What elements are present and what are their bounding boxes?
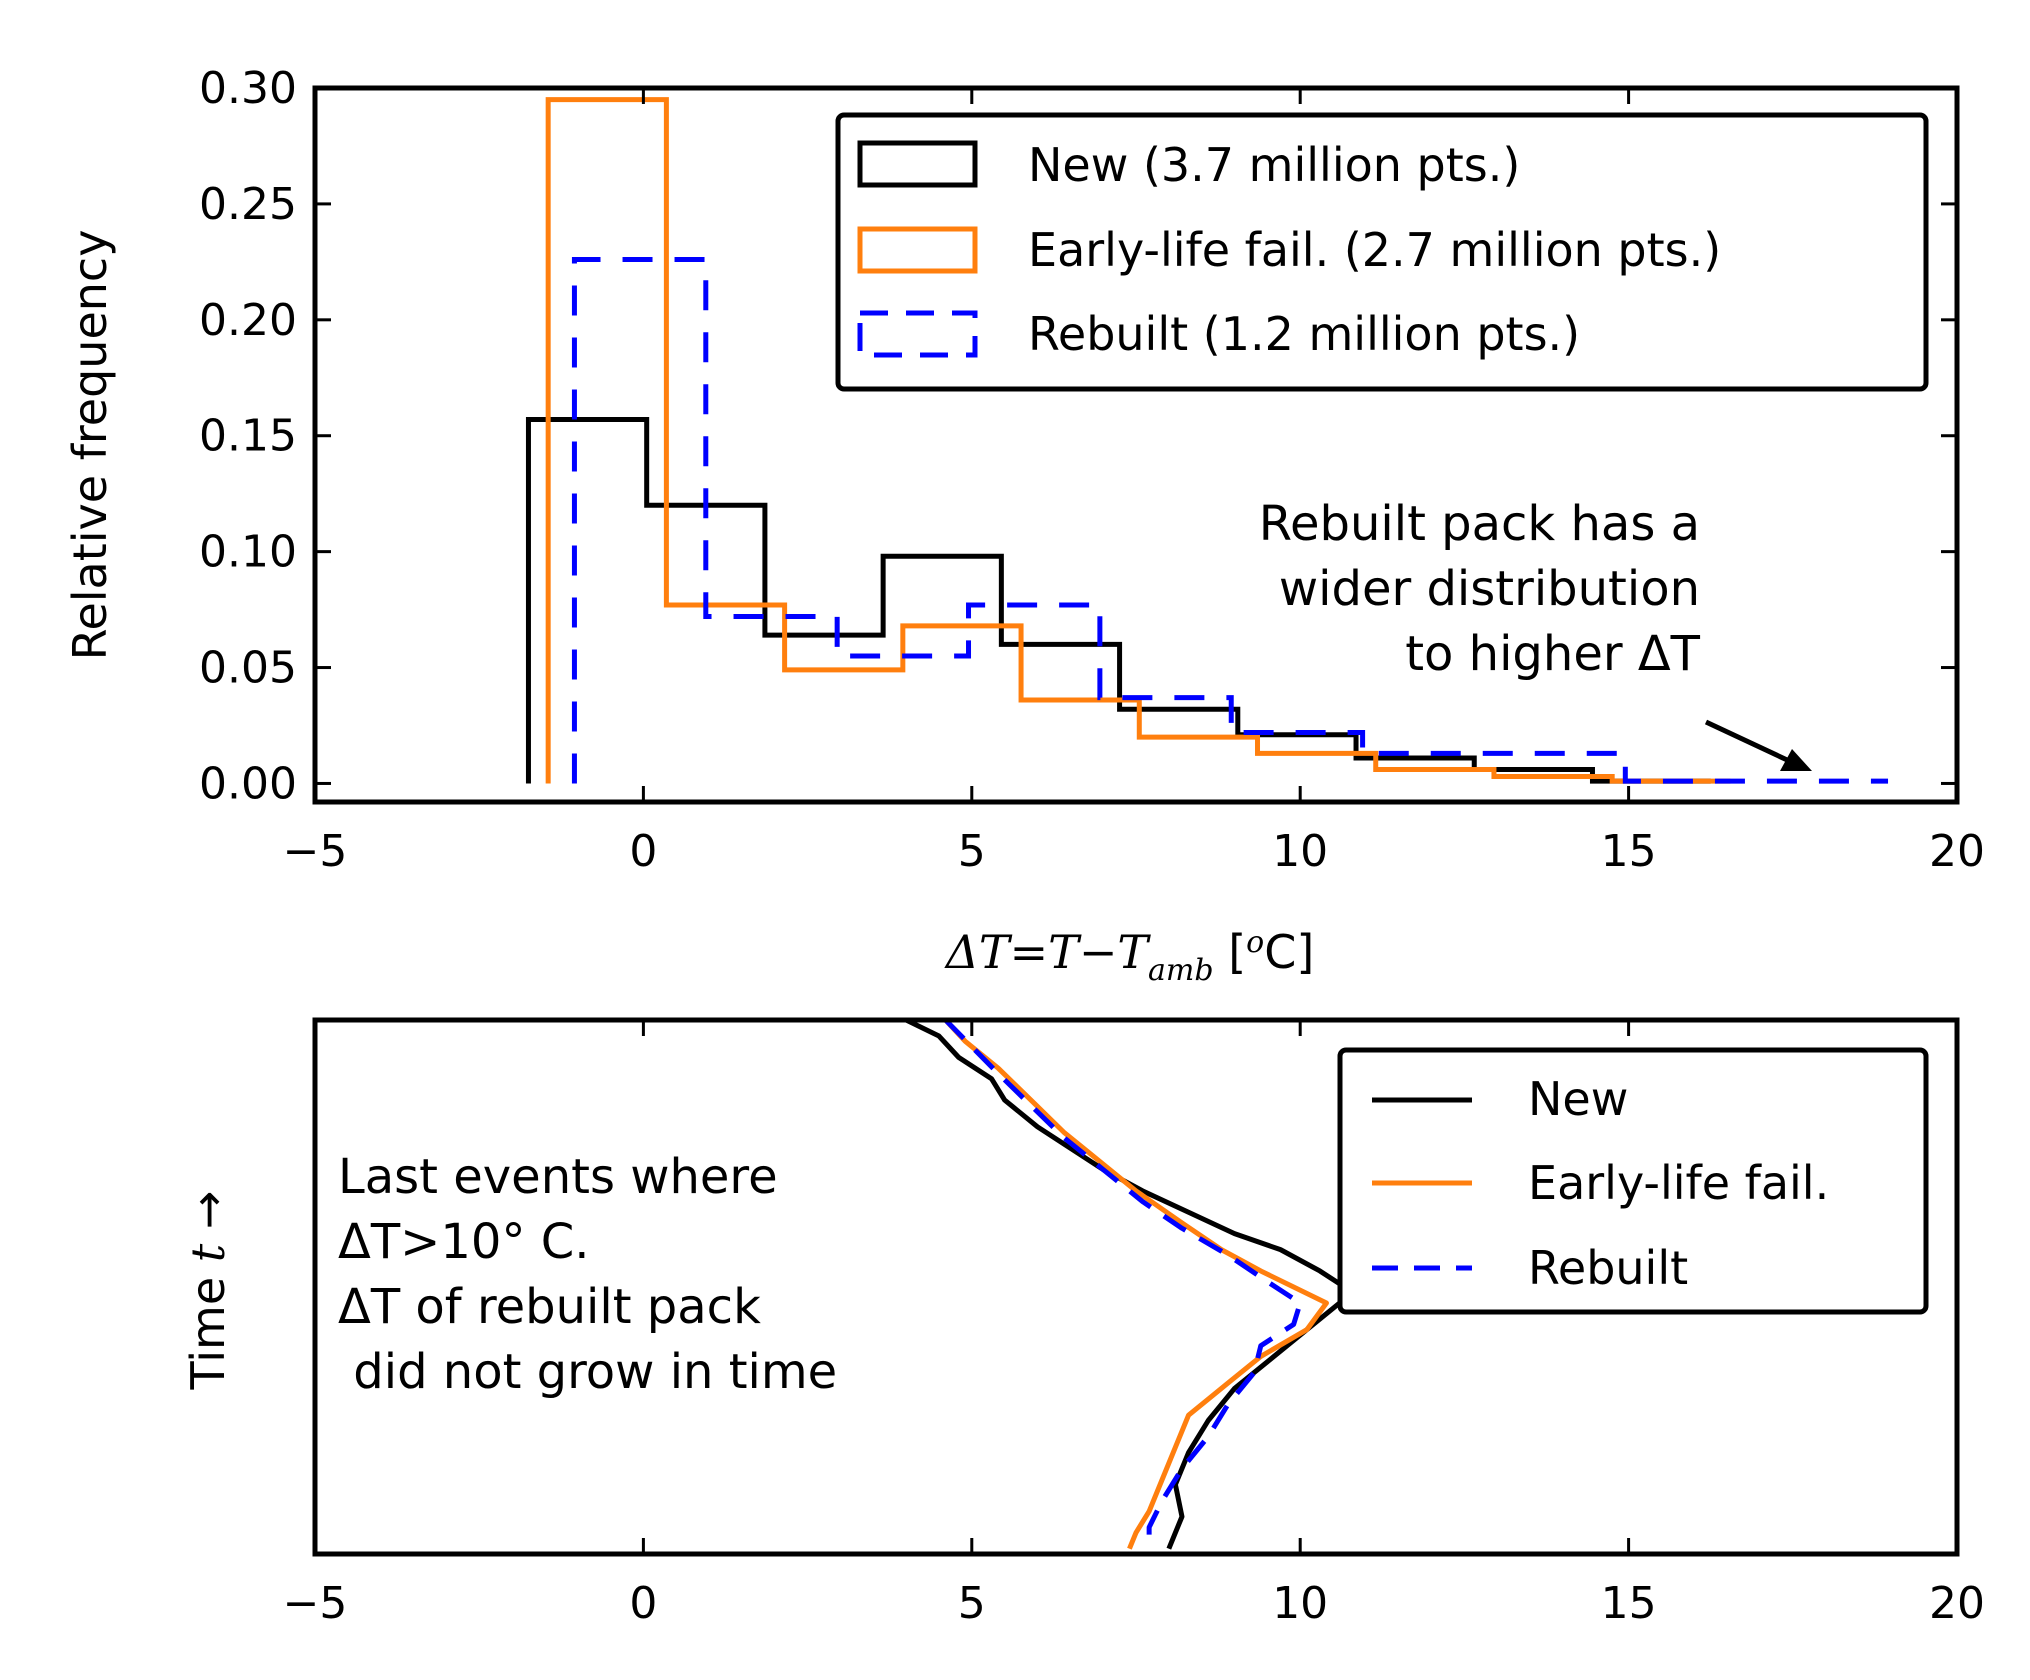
legend-label-rebuilt: Rebuilt (1.2 million pts.) bbox=[1028, 307, 1580, 361]
histogram-xtick-label: 10 bbox=[1272, 826, 1328, 877]
legend2-label-new: New bbox=[1528, 1072, 1628, 1126]
annotation-line-3: to higher ΔT bbox=[1405, 626, 1700, 682]
timeline-annotation: Last events where ΔT>10° C. ΔT of rebuil… bbox=[338, 1149, 837, 1400]
timeline-panel: −5 0 5 10 15 20 Time t → New Early-life fail.… bbox=[181, 1017, 1985, 1629]
histogram-xlabel: ΔT=T−Tamb [oC] bbox=[944, 925, 1315, 988]
timeline-series-rebuilt bbox=[943, 1018, 1303, 1549]
annotation-arrow-shaft bbox=[1704, 719, 1802, 769]
legend-swatch-early bbox=[857, 226, 978, 274]
timeline-xtick-label: 10 bbox=[1272, 1578, 1328, 1629]
histogram-xtick-label: 0 bbox=[629, 826, 657, 877]
annotation-arrow-head bbox=[1780, 749, 1812, 771]
histogram-ticks: −5 0 5 10 15 20 0.00 0.05 0.10 0.15 0.20 0.25 0.30 bbox=[199, 63, 1985, 877]
timeline-xtick-label: 5 bbox=[958, 1578, 986, 1629]
annotation-line-1: Rebuilt pack has a bbox=[1259, 496, 1700, 552]
histogram-annotation: Rebuilt pack has a wider distribution to… bbox=[1259, 496, 1812, 771]
histogram-xtick-label: 5 bbox=[958, 826, 986, 877]
legend2-label-rebuilt: Rebuilt bbox=[1528, 1241, 1688, 1295]
legend-label-new: New (3.7 million pts.) bbox=[1028, 138, 1520, 192]
timeline-xtick-label: −5 bbox=[283, 1578, 348, 1629]
annotation-line-2: wider distribution bbox=[1279, 561, 1700, 617]
histogram-ytick-label: 0.25 bbox=[199, 179, 297, 230]
timeline-annot-line-1: Last events where bbox=[338, 1149, 778, 1205]
histogram-series-new bbox=[525, 417, 1711, 784]
timeline-xtick-label: 15 bbox=[1601, 1578, 1657, 1629]
timeline-xtick-label: 20 bbox=[1929, 1578, 1985, 1629]
legend-label-early: Early-life fail. (2.7 million pts.) bbox=[1028, 223, 1721, 277]
timeline-ticks: −5 0 5 10 15 20 bbox=[283, 1020, 1985, 1629]
timeline-annot-line-4: did not grow in time bbox=[338, 1344, 837, 1400]
histogram-ytick-label: 0.20 bbox=[199, 295, 297, 346]
histogram-ytick-label: 0.15 bbox=[199, 411, 297, 462]
timeline-annot-line-3: ΔT of rebuilt pack bbox=[338, 1279, 761, 1335]
timeline-series-new bbox=[905, 1017, 1356, 1550]
histogram-series bbox=[525, 97, 1889, 784]
legend-swatch-rebuilt bbox=[857, 310, 978, 358]
legend-swatch-new bbox=[857, 140, 978, 188]
legend2-label-early: Early-life fail. bbox=[1528, 1156, 1829, 1210]
histogram-xtick-label: 15 bbox=[1601, 826, 1657, 877]
timeline-xtick-label: 0 bbox=[629, 1578, 657, 1629]
histogram-panel: −5 0 5 10 15 20 0.00 0.05 0.10 0.15 0.20 0.25 0.30 R… bbox=[63, 63, 1985, 988]
histogram-xtick-label: 20 bbox=[1929, 826, 1985, 877]
histogram-legend: New (3.7 million pts.) Early-life fail. … bbox=[835, 112, 1929, 392]
timeline-legend-box bbox=[1337, 1047, 1929, 1315]
histogram-ytick-label: 0.10 bbox=[199, 527, 297, 578]
histogram-series-rebuilt bbox=[571, 257, 1889, 784]
histogram-legend-box bbox=[835, 112, 1929, 392]
timeline-plot-frame bbox=[312, 1017, 1960, 1557]
timeline-legend: New Early-life fail. Rebuilt bbox=[1337, 1047, 1929, 1315]
histogram-xtick-label: −5 bbox=[283, 826, 348, 877]
histogram-plot-frame bbox=[312, 85, 1960, 805]
histogram-ytick-label: 0.00 bbox=[199, 758, 297, 809]
histogram-ylabel: Relative frequency bbox=[63, 230, 117, 661]
timeline-ylabel: Time t → bbox=[181, 1191, 235, 1391]
histogram-ytick-label: 0.30 bbox=[199, 63, 297, 114]
timeline-annot-line-2: ΔT>10° C. bbox=[338, 1214, 589, 1270]
timeline-series bbox=[905, 1017, 1356, 1550]
timeline-series-early-life bbox=[943, 1018, 1329, 1550]
histogram-ytick-label: 0.05 bbox=[199, 643, 297, 694]
